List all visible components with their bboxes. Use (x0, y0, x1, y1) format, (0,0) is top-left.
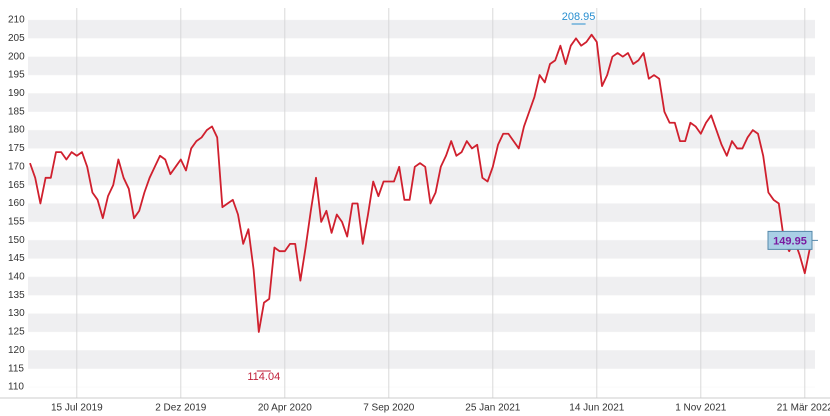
x-tick-label: 15 Jul 2019 (51, 403, 103, 414)
y-tick-label: 175 (8, 143, 25, 154)
x-tick-label: 21 Mär 2022 (777, 403, 830, 414)
y-tick-label: 150 (8, 235, 25, 246)
y-tick-label: 205 (8, 33, 25, 44)
grid-band (28, 93, 815, 112)
y-tick-label: 135 (8, 290, 25, 301)
y-tick-label: 130 (8, 308, 25, 319)
grid-band (28, 130, 815, 149)
y-tick-label: 185 (8, 106, 25, 117)
y-tick-label: 160 (8, 198, 25, 209)
y-tick-label: 110 (8, 382, 24, 393)
grid-band (28, 166, 815, 186)
y-tick-label: 120 (8, 345, 25, 356)
y-tick-label: 140 (8, 272, 25, 283)
x-tick-label: 14 Jun 2021 (569, 403, 624, 414)
grid-band (28, 350, 815, 369)
last-label: 149.95 (773, 235, 807, 247)
y-tick-label: 195 (8, 70, 25, 81)
grid-band (28, 20, 815, 39)
y-tick-label: 165 (8, 180, 25, 191)
y-tick-label: 200 (8, 51, 25, 62)
price-line (29, 33, 811, 333)
y-tick-label: 180 (8, 125, 25, 136)
grid-band (28, 240, 815, 259)
y-tick-label: 210 (8, 15, 25, 26)
grid-band (28, 56, 815, 76)
x-tick-label: 25 Jan 2021 (465, 403, 520, 414)
y-tick-label: 125 (8, 327, 25, 338)
x-tick-label: 7 Sep 2020 (363, 403, 415, 414)
x-tick-label: 1 Nov 2021 (675, 403, 727, 414)
max-label: 208.95 (562, 11, 596, 23)
y-tick-label: 145 (8, 253, 25, 264)
grid-band (28, 313, 815, 332)
grid-band (28, 276, 815, 296)
min-label: 114.04 (247, 371, 280, 383)
grid-band (28, 203, 815, 222)
x-tick-label: 2 Dez 2019 (155, 403, 207, 414)
y-tick-label: 155 (8, 216, 25, 227)
y-tick-label: 190 (8, 88, 25, 99)
y-tick-label: 170 (8, 161, 25, 172)
x-tick-label: 20 Apr 2020 (258, 403, 312, 414)
y-tick-label: 115 (8, 363, 24, 374)
